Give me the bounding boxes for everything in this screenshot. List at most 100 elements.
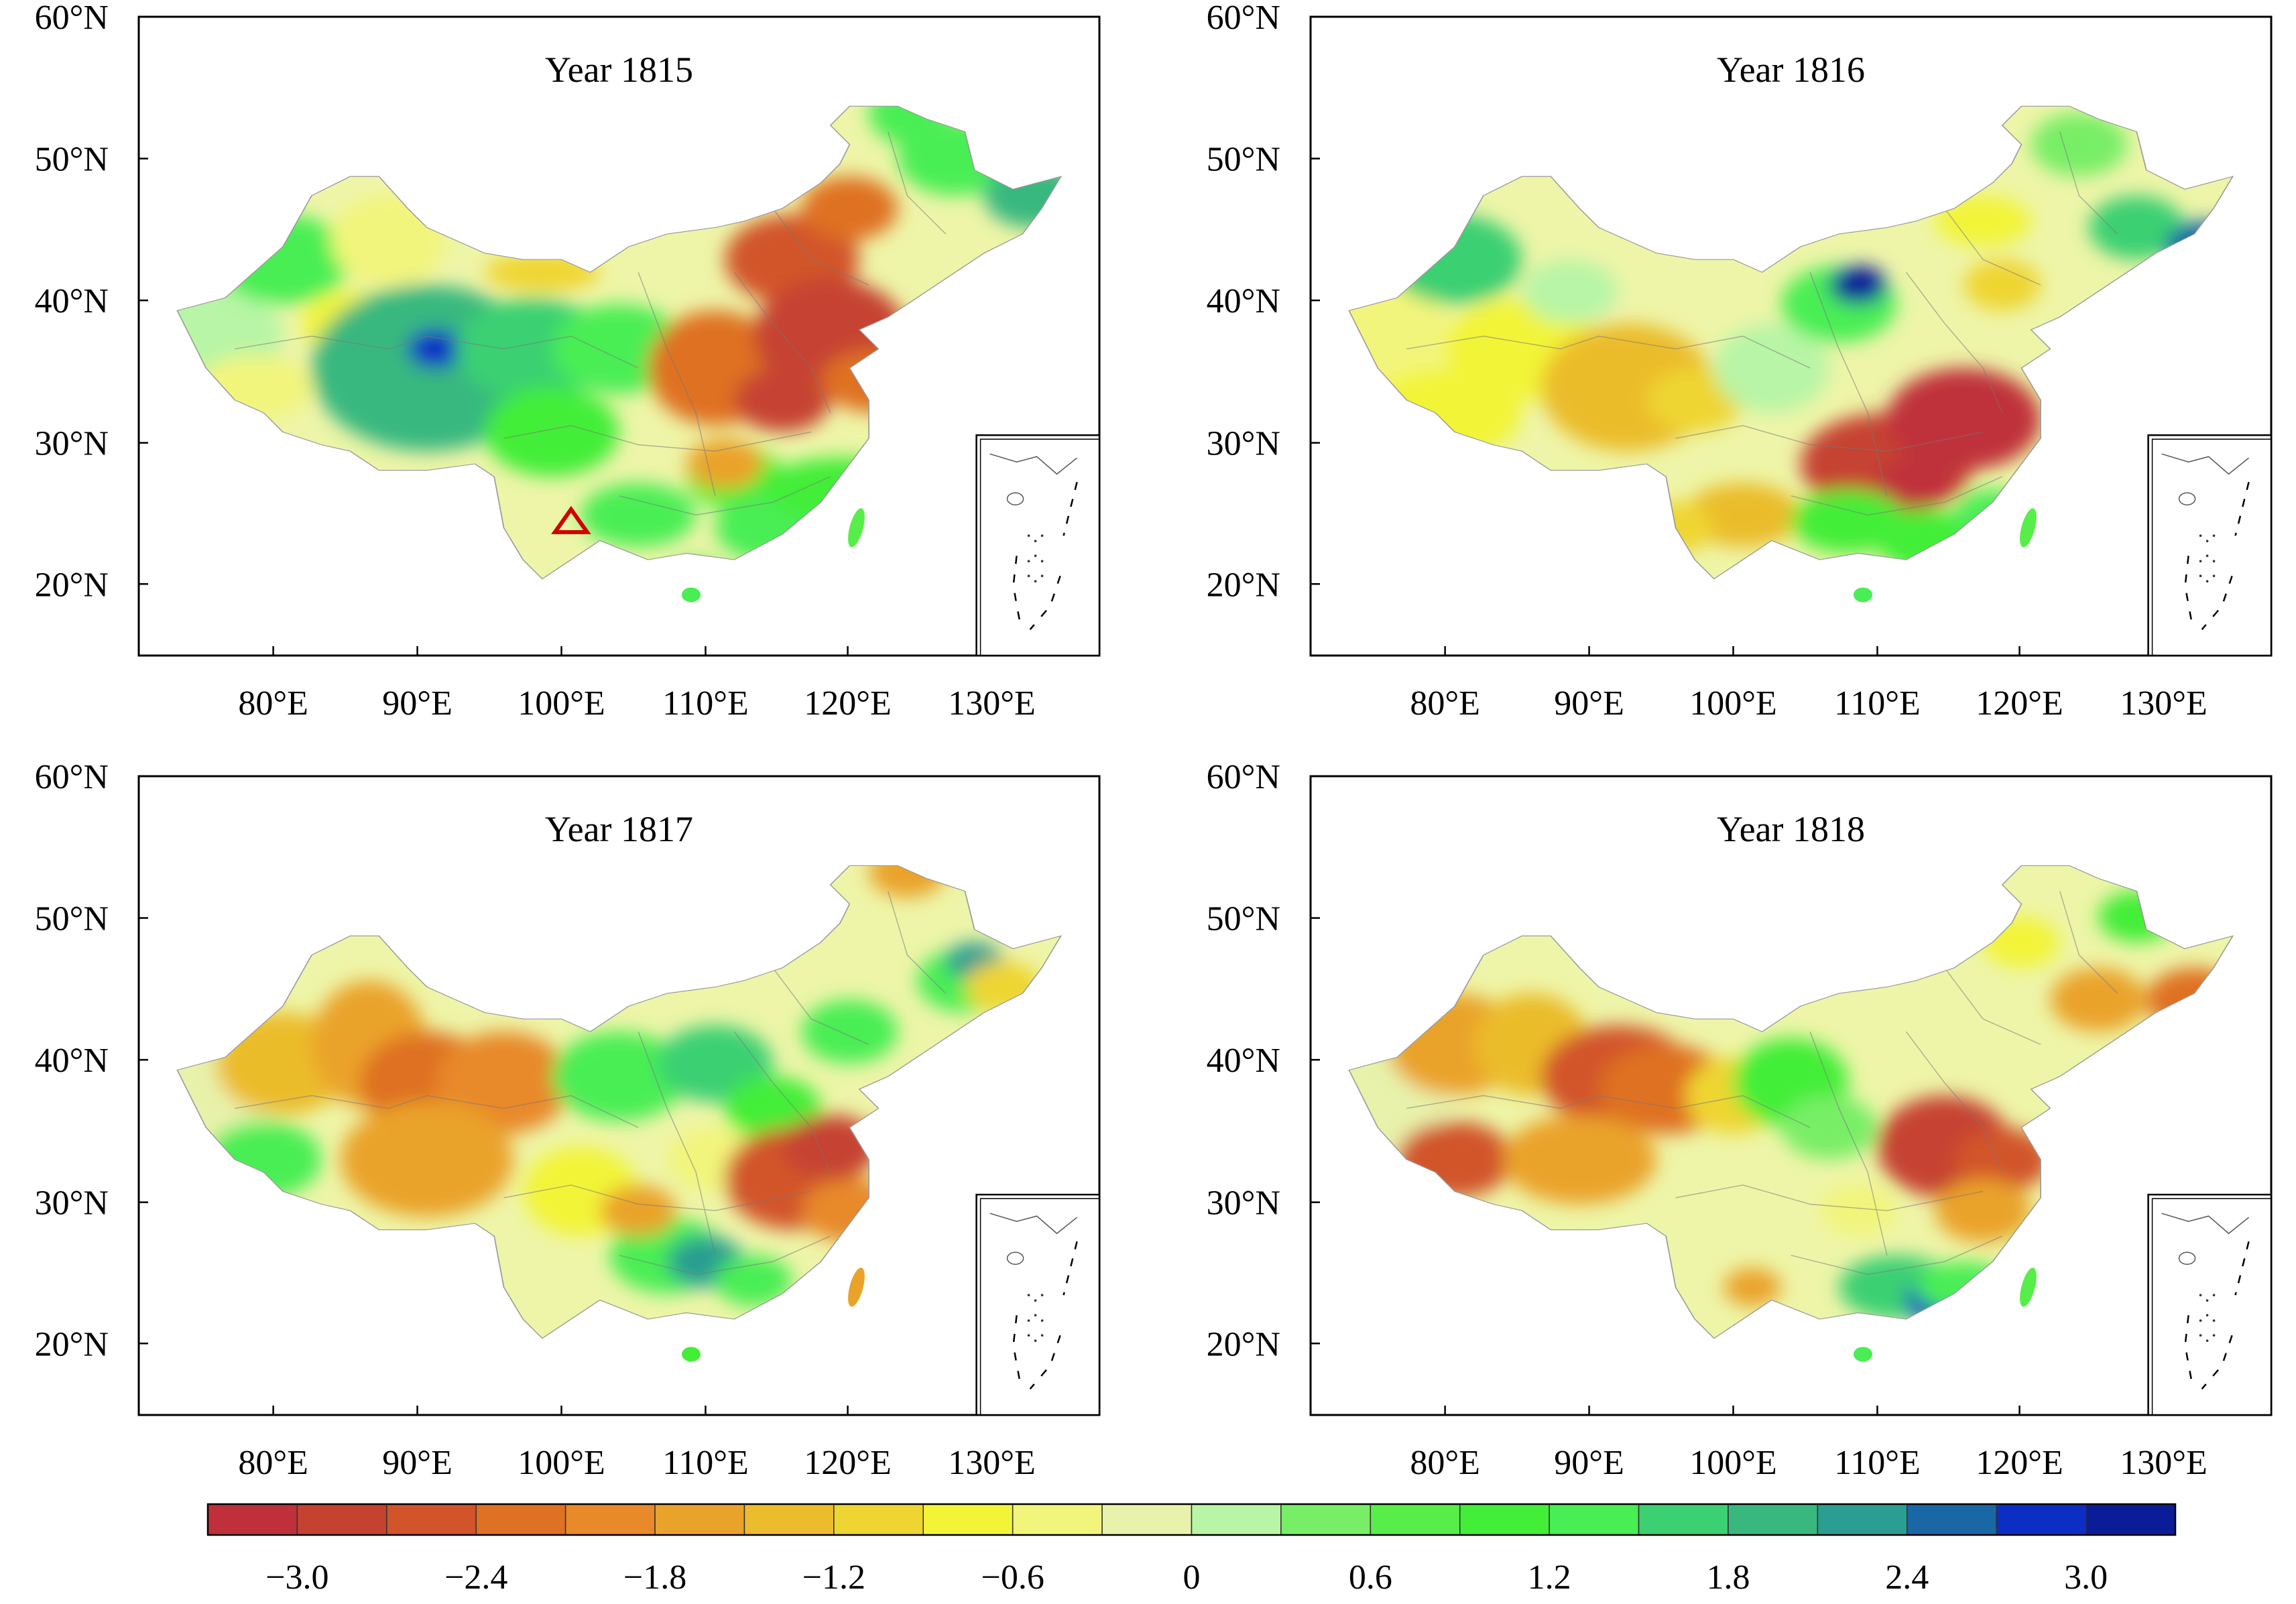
colorbar-segment	[1280, 1503, 1372, 1536]
colorbar-segment	[1907, 1503, 1997, 1536]
x-tick-label: 130°E	[948, 1444, 1036, 1482]
hainan-island	[1853, 1347, 1872, 1362]
colorbar-segment	[1817, 1503, 1908, 1536]
anomaly-patch	[330, 195, 446, 286]
x-tick-label: 130°E	[2120, 684, 2208, 723]
anomaly-patch	[1935, 1178, 2031, 1243]
anomaly-patch	[1724, 1268, 1782, 1306]
anomaly-patch	[1954, 489, 2031, 541]
anomaly-patch	[2031, 112, 2128, 177]
anomaly-patch	[1983, 916, 2060, 968]
x-tick-label: 130°E	[948, 684, 1036, 723]
colorbar-segment	[1459, 1503, 1550, 1536]
anomaly-patch	[984, 164, 1061, 228]
x-tick-label: 90°E	[1554, 1444, 1624, 1482]
anomaly-field	[1349, 865, 2233, 1339]
south-china-sea-inset	[2147, 1193, 2273, 1416]
anomaly-field	[177, 106, 1061, 579]
map-panel-3: 80°E 90°E 100°E 110°E 120°E 130°E 60°N 50°N 40°N…	[35, 758, 1099, 1482]
colorbar-segment	[564, 1503, 656, 1536]
colorbar-segment	[654, 1503, 745, 1536]
taiwan-island	[2020, 1268, 2037, 1307]
hainan-island	[681, 1347, 701, 1362]
province-boundaries	[1406, 891, 2118, 1276]
x-tick-label: 110°E	[1834, 1444, 1921, 1482]
anomaly-patch	[686, 438, 764, 490]
colorbar-tick-label: −1.8	[623, 1558, 686, 1597]
colorbar: −3.0 −2.4 −1.8 −1.2 −0.6 0 0.6 1.2 1.8 2.4 3.0	[206, 1503, 2177, 1597]
anomaly-patch	[552, 1032, 686, 1121]
red-triangle-marker	[551, 505, 591, 534]
south-china-sea-inset	[2147, 434, 2273, 657]
y-tick-label: 50°N	[35, 900, 109, 938]
y-tick-label: 60°N	[1207, 0, 1280, 37]
colorbar-segment	[922, 1503, 1014, 1536]
y-tick-label: 30°N	[35, 1184, 109, 1223]
anomaly-patch	[2021, 1223, 2099, 1275]
colorbar-tick-label: 0	[1183, 1558, 1201, 1597]
y-tick-label: 20°N	[35, 1325, 109, 1363]
colorbar-segment	[2085, 1503, 2176, 1536]
anomaly-patch	[2098, 891, 2175, 942]
x-tick-label: 100°E	[1689, 684, 1777, 723]
x-tick-label: 80°E	[1410, 1444, 1480, 1482]
y-tick-label: 30°N	[1207, 425, 1280, 463]
colorbar-tick-label: 1.8	[1706, 1558, 1750, 1597]
map-frame	[1309, 15, 2273, 657]
anomaly-patch	[1886, 368, 2041, 471]
colorbar-frame	[206, 1503, 2177, 1536]
x-tick-label: 120°E	[804, 1444, 892, 1482]
x-tick-label: 100°E	[518, 1444, 605, 1482]
x-tick-label: 90°E	[382, 684, 452, 723]
y-tick-label: 50°N	[1207, 141, 1280, 179]
anomaly-patch	[1387, 214, 1522, 304]
anomaly-field	[1349, 106, 2233, 579]
anomaly-patch	[1915, 1261, 2012, 1313]
anomaly-patch	[408, 329, 466, 369]
y-tick-label: 30°N	[35, 425, 109, 463]
y-tick-label: 20°N	[1207, 566, 1280, 604]
anomaly-patch	[1713, 323, 1829, 413]
anomaly-patch	[821, 349, 936, 413]
anomaly-patch	[782, 1115, 879, 1179]
y-tick-label: 40°N	[1207, 1042, 1280, 1080]
anomaly-field	[177, 865, 1061, 1339]
anomaly-patch	[1396, 1121, 1512, 1198]
y-tick-label: 60°N	[35, 0, 109, 37]
colorbar-segment	[207, 1503, 298, 1536]
x-tick-label: 100°E	[1689, 1444, 1777, 1482]
colorbar-tick-label: 2.4	[1885, 1558, 1929, 1597]
panel-title: Year 1815	[545, 50, 693, 90]
anomaly-patch	[801, 1178, 898, 1243]
y-tick-label: 50°N	[35, 141, 109, 179]
panel-title: Year 1816	[1717, 50, 1865, 90]
panel-title: Year 1818	[1717, 809, 1865, 849]
x-tick-label: 80°E	[238, 1444, 308, 1482]
colorbar-segment	[386, 1503, 477, 1536]
anomaly-patch	[2146, 967, 2233, 1032]
colorbar-tick-label: −0.6	[981, 1558, 1044, 1597]
x-tick-label: 90°E	[382, 1444, 452, 1482]
y-tick-label: 40°N	[1207, 282, 1280, 320]
taiwan-island	[2020, 508, 2037, 548]
y-tick-label: 60°N	[35, 758, 109, 796]
y-tick-label: 40°N	[35, 282, 109, 320]
anomaly-patch	[196, 355, 312, 420]
colorbar-segment	[743, 1503, 835, 1536]
anomaly-patch	[2088, 195, 2185, 260]
map-panel-2: 80°E 90°E 100°E 110°E 120°E 130°E 60°N 50°N 40°N…	[1207, 0, 2271, 723]
map-frame	[137, 15, 1101, 657]
anomaly-patch	[2050, 967, 2147, 1032]
province-boundaries	[235, 131, 947, 516]
map-panel-4: 80°E 90°E 100°E 110°E 120°E 130°E 60°N 50°N 40°N…	[1207, 758, 2271, 1482]
x-tick-label: 120°E	[804, 684, 892, 723]
anomaly-patch	[1954, 1127, 2051, 1192]
colorbar-segment	[1191, 1503, 1282, 1536]
y-tick-label: 60°N	[1207, 758, 1280, 796]
colorbar-segment	[833, 1503, 924, 1536]
anomaly-patch	[1877, 457, 1955, 509]
province-boundaries	[1406, 131, 2118, 516]
anomaly-patch	[215, 214, 351, 304]
colorbar-segment	[1996, 1503, 2087, 1536]
